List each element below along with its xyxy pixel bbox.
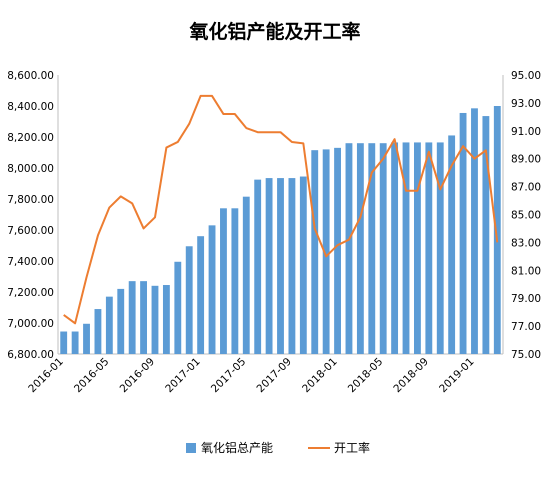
capacity-bar xyxy=(265,178,273,354)
y-right-tick-label: 91.00 xyxy=(511,126,541,138)
y-left-tick-label: 8,400.00 xyxy=(7,101,54,113)
legend: 氧化铝总产能 开工率 xyxy=(186,440,370,455)
capacity-bar xyxy=(220,208,227,354)
capacity-bar xyxy=(368,143,376,354)
capacity-bar xyxy=(174,261,182,354)
capacity-bar xyxy=(334,147,341,354)
y-right-tick-label: 93.00 xyxy=(511,98,541,110)
x-tick-label: 2017-09 xyxy=(255,356,295,396)
capacity-bar xyxy=(185,246,193,354)
capacity-bar xyxy=(311,150,319,354)
capacity-bar xyxy=(151,285,159,354)
y-left-tick-label: 7,600.00 xyxy=(7,225,54,237)
y-right-tick-label: 85.00 xyxy=(511,210,541,222)
legend-bar-swatch xyxy=(186,443,196,453)
y-right-tick-label: 77.00 xyxy=(511,321,541,333)
capacity-bar xyxy=(425,142,433,354)
capacity-bar xyxy=(71,331,79,354)
y-right-tick-label: 89.00 xyxy=(511,154,541,166)
y-left-tick-label: 8,000.00 xyxy=(7,163,54,175)
y-left-tick-label: 8,600.00 xyxy=(7,70,54,82)
capacity-bar xyxy=(448,135,456,354)
capacity-bar xyxy=(391,142,399,354)
x-tick-label: 2017-01 xyxy=(163,356,203,396)
y-right-tick-label: 83.00 xyxy=(511,237,541,249)
x-tick-label: 2018-05 xyxy=(346,356,386,396)
capacity-bar xyxy=(231,208,239,354)
capacity-bar xyxy=(277,178,284,354)
y-right-tick-label: 87.00 xyxy=(511,182,541,194)
legend-line-label: 开工率 xyxy=(334,440,370,455)
y-left-tick-label: 7,000.00 xyxy=(7,318,54,330)
y-left-tick-label: 6,800.00 xyxy=(7,349,54,361)
x-tick-label: 2016-05 xyxy=(72,356,112,396)
x-tick-label: 2018-01 xyxy=(300,356,340,396)
capacity-bar xyxy=(471,108,478,354)
y-left-tick-label: 7,400.00 xyxy=(7,256,54,268)
chart-title: 氧化铝产能及开工率 xyxy=(189,20,360,43)
capacity-bar xyxy=(94,309,102,354)
capacity-bar xyxy=(60,331,68,354)
capacity-bar xyxy=(356,143,364,354)
x-tick-label: 2019-01 xyxy=(437,356,477,396)
capacity-bar xyxy=(105,296,113,354)
x-tick-label: 2018-09 xyxy=(391,356,431,396)
capacity-bar xyxy=(402,142,410,354)
capacity-bar xyxy=(83,323,90,354)
x-tick-label: 2016-09 xyxy=(118,356,158,396)
capacity-bar xyxy=(436,142,444,354)
capacity-bar xyxy=(414,142,421,354)
y-left-tick-label: 8,200.00 xyxy=(7,132,54,144)
capacity-bar xyxy=(299,176,307,354)
capacity-bar xyxy=(345,143,353,354)
y-right-tick-label: 75.00 xyxy=(511,349,541,361)
capacity-bar xyxy=(140,281,147,354)
capacity-bar xyxy=(117,288,125,354)
y-left-tick-label: 7,800.00 xyxy=(7,194,54,206)
capacity-bar xyxy=(197,236,205,354)
y-left-tick-label: 7,200.00 xyxy=(7,287,54,299)
capacity-bar xyxy=(493,106,501,354)
capacity-bar xyxy=(379,143,387,354)
legend-bar-label: 氧化铝总产能 xyxy=(201,440,273,455)
plot-area: 6,800.00 7,000.00 7,200.00 7,400.00 7,600.00… xyxy=(7,70,541,395)
capacity-bar xyxy=(322,149,330,354)
utilization-line xyxy=(63,94,499,325)
capacity-bar xyxy=(288,178,296,354)
y-right-tick-label: 79.00 xyxy=(511,293,541,305)
capacity-bar xyxy=(459,112,467,354)
capacity-bar xyxy=(208,225,216,354)
x-tick-label: 2016-01 xyxy=(26,356,66,396)
y-right-tick-label: 95.00 xyxy=(511,70,541,82)
capacity-bar xyxy=(162,285,170,354)
capacity-bar xyxy=(482,116,490,354)
y-right-tick-label: 81.00 xyxy=(511,265,541,277)
capacity-bar xyxy=(128,281,136,354)
capacity-bar xyxy=(242,196,250,354)
x-tick-label: 2017-05 xyxy=(209,356,249,396)
capacity-bar xyxy=(254,179,262,355)
